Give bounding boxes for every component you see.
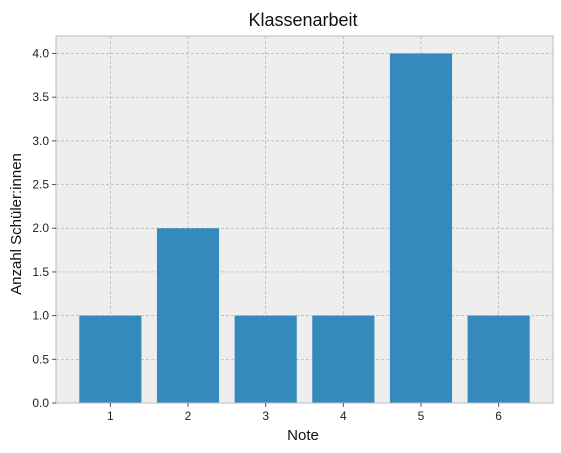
- bar-4: [312, 315, 375, 403]
- bars: [79, 53, 530, 403]
- x-tick-label: 3: [262, 409, 269, 423]
- bar-1: [79, 315, 142, 403]
- chart-title: Klassenarbeit: [248, 10, 357, 30]
- x-axis-label: Note: [287, 427, 319, 444]
- y-tick-label: 3.0: [32, 134, 49, 148]
- y-axis-label: Anzahl Schüler:innen: [8, 153, 25, 295]
- bar-5: [389, 53, 453, 403]
- x-tick-label: 4: [340, 409, 347, 423]
- y-tick-label: 2.5: [32, 178, 49, 192]
- y-tick-label: 1.5: [32, 265, 49, 279]
- x-tick-label: 6: [495, 409, 502, 423]
- x-tick-label: 5: [418, 409, 425, 423]
- bar-3: [234, 315, 297, 403]
- y-axis-ticks: 0.0 0.5 1.0 1.5 2.0 2.5 3.0 3.5 4.0: [32, 46, 56, 410]
- y-tick-label: 1.0: [32, 309, 49, 323]
- x-tick-label: 2: [185, 409, 192, 423]
- bar-2: [156, 228, 220, 403]
- y-tick-label: 2.0: [32, 221, 49, 235]
- plot-frame: [55, 35, 554, 404]
- y-tick-label: 3.5: [32, 90, 49, 104]
- y-tick-label: 4.0: [32, 46, 49, 60]
- x-axis-ticks: 1 2 3 4 5 6: [107, 403, 502, 423]
- y-tick-label: 0.0: [32, 396, 49, 410]
- bar-6: [467, 315, 530, 403]
- x-tick-label: 1: [107, 409, 114, 423]
- y-tick-label: 0.5: [32, 352, 49, 366]
